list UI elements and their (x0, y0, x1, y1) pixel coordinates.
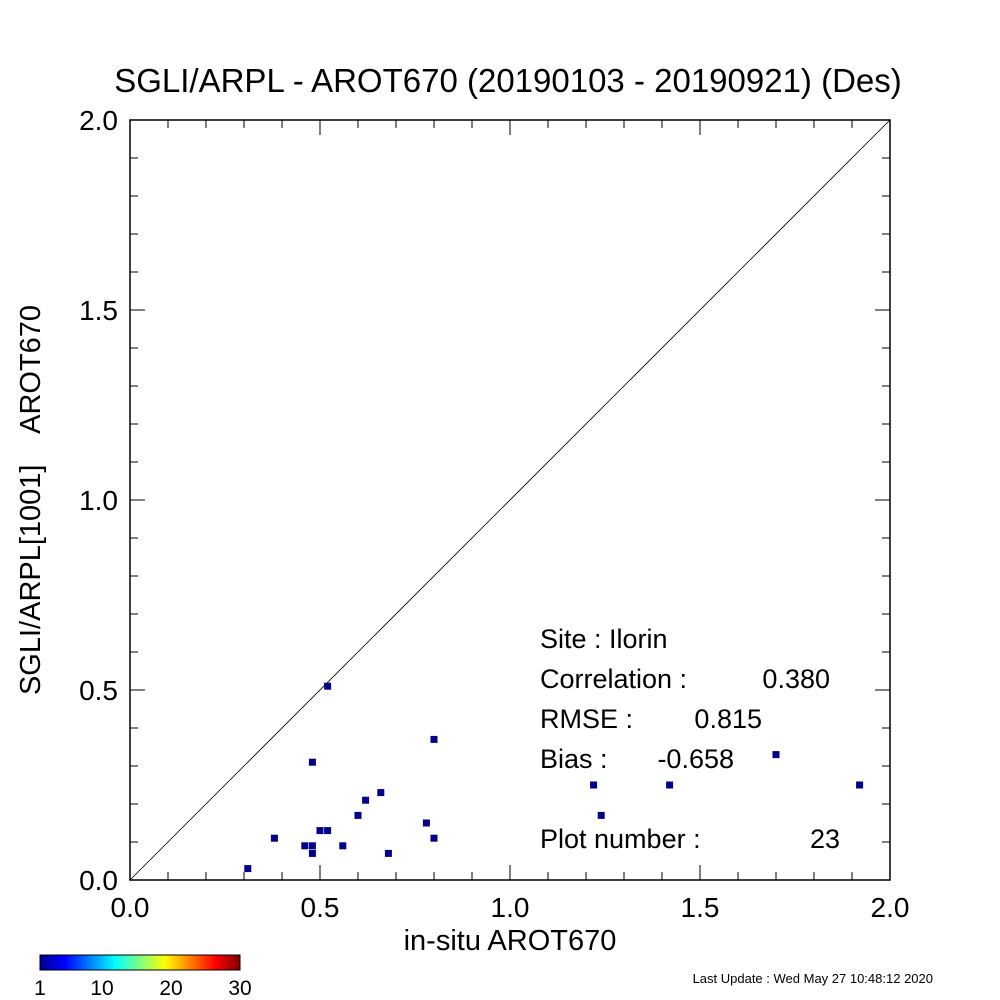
correlation-value: 0.380 (762, 664, 830, 694)
last-update-text: Last Update : Wed May 27 10:48:12 2020 (693, 971, 933, 986)
data-point (430, 834, 438, 842)
data-point (354, 811, 362, 819)
data-point (362, 796, 370, 804)
x-tick-labels: 0.0 0.5 1.0 1.5 2.0 (111, 892, 910, 923)
data-point (666, 781, 674, 789)
y-tick-label: 0.5 (79, 675, 118, 706)
data-point (244, 865, 252, 873)
data-point (430, 735, 438, 743)
correlation-label: Correlation : (540, 664, 687, 694)
data-point (856, 781, 864, 789)
data-point (324, 682, 332, 690)
site-text: Site : Ilorin (540, 624, 668, 654)
data-point (422, 819, 430, 827)
data-point (384, 849, 392, 857)
data-point (590, 781, 598, 789)
y-axis-label: SGLI/ARPL[1001] AROT670 (15, 305, 47, 695)
chart-title: SGLI/ARPL - AROT670 (20190103 - 20190921… (114, 62, 902, 99)
rmse-label: RMSE : (540, 704, 633, 734)
y-tick-label: 0.0 (79, 865, 118, 896)
plot-number-value: 23 (810, 824, 840, 854)
data-point (597, 811, 605, 819)
data-point (270, 834, 278, 842)
y-tick-label: 2.0 (79, 105, 118, 136)
data-point (308, 842, 316, 850)
data-point (308, 758, 316, 766)
colorbar-tick-labels: 1 10 20 30 (34, 977, 252, 1000)
x-tick-label: 0.5 (301, 892, 340, 923)
y-tick-labels: 0.0 0.5 1.0 1.5 2.0 (79, 105, 118, 896)
rmse-value: 0.815 (694, 704, 762, 734)
y-tick-label: 1.0 (79, 485, 118, 516)
y-tick-label: 1.5 (79, 295, 118, 326)
data-point (377, 789, 385, 797)
data-point (308, 849, 316, 857)
data-point (316, 827, 324, 835)
x-tick-label: 2.0 (871, 892, 910, 923)
x-axis-label: in-situ AROT670 (404, 925, 617, 957)
axis-ticks (129, 119, 891, 881)
x-tick-label: 1.5 (681, 892, 720, 923)
colorbar-tick-label: 1 (34, 977, 46, 1000)
data-point (301, 842, 309, 850)
bias-value: -0.658 (657, 744, 734, 774)
x-tick-label: 0.0 (111, 892, 150, 923)
plot-area (129, 119, 891, 881)
colorbar-bar (39, 954, 241, 971)
data-point (324, 827, 332, 835)
colorbar-tick-label: 30 (228, 977, 251, 1000)
data-point (339, 842, 347, 850)
stats-box: Site : Ilorin Correlation : 0.380 RMSE :… (540, 624, 840, 854)
colorbar: 1 10 20 30 (34, 954, 252, 1000)
bias-label: Bias : (540, 744, 608, 774)
colorbar-tick-label: 10 (90, 977, 113, 1000)
x-tick-label: 1.0 (491, 892, 530, 923)
data-points (244, 682, 864, 873)
data-point (772, 751, 780, 759)
plot-number-label: Plot number : (540, 824, 701, 854)
colorbar-tick-label: 20 (159, 977, 182, 1000)
one-to-one-line (129, 119, 891, 881)
